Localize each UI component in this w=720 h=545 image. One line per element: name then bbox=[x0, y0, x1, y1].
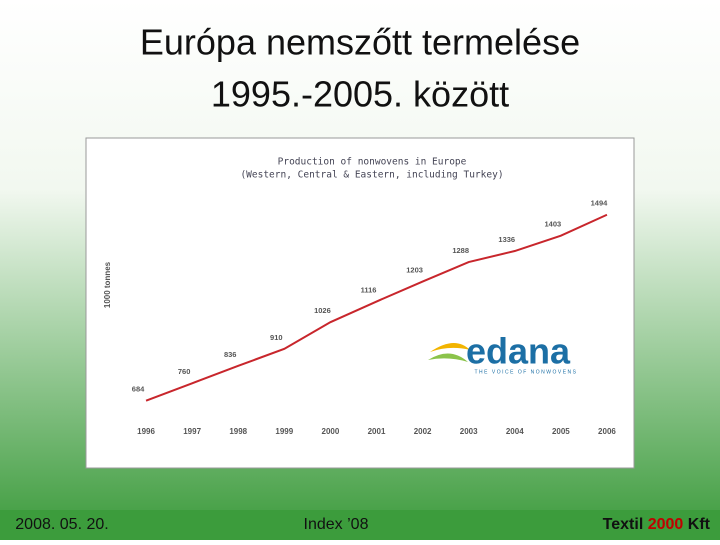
x-tick-label: 2001 bbox=[368, 427, 386, 436]
data-label: 760 bbox=[178, 367, 191, 376]
data-label: 1494 bbox=[591, 199, 609, 208]
x-tick-label: 2000 bbox=[322, 427, 340, 436]
data-label: 1203 bbox=[406, 266, 423, 275]
slide-title: Európa nemszőtt termelése bbox=[140, 22, 580, 63]
y-axis-label: 1000 tonnes bbox=[103, 261, 112, 308]
footer-date: 2008. 05. 20. bbox=[15, 516, 108, 533]
data-label: 1116 bbox=[361, 286, 377, 295]
chart-title: (Western, Central & Eastern, including T… bbox=[240, 170, 503, 181]
data-line bbox=[145, 213, 608, 402]
footer-brand: Textil 2000 Kft bbox=[603, 516, 711, 533]
brand-part: Kft bbox=[688, 516, 711, 533]
chart-frame bbox=[85, 137, 635, 469]
x-tick-label: 1996 bbox=[137, 427, 155, 436]
x-tick-label: 2003 bbox=[460, 427, 478, 436]
x-tick-label: 1997 bbox=[183, 427, 201, 436]
data-label: 1336 bbox=[498, 235, 515, 244]
data-label: 684 bbox=[132, 385, 145, 394]
x-tick-label: 2006 bbox=[598, 427, 616, 436]
x-tick-label: 2004 bbox=[506, 427, 524, 436]
brand-part: Textil bbox=[603, 516, 644, 533]
footer-bar bbox=[0, 510, 720, 540]
data-label: 1403 bbox=[545, 220, 562, 229]
x-tick-label: 2005 bbox=[552, 427, 570, 436]
x-tick-label: 2002 bbox=[414, 427, 432, 436]
data-label: 1288 bbox=[452, 246, 469, 255]
data-label: 910 bbox=[270, 333, 283, 342]
slide-title: 1995.-2005. között bbox=[211, 74, 509, 115]
logo-tagline: THE VOICE OF NONWOVENS bbox=[474, 369, 577, 375]
logo: edana THE VOICE OF NONWOVENS bbox=[428, 331, 577, 375]
x-tick-label: 1998 bbox=[229, 427, 247, 436]
brand-part: 2000 bbox=[648, 516, 684, 533]
logo-swoosh bbox=[428, 353, 468, 362]
data-label: 836 bbox=[224, 350, 237, 359]
footer-center: Index ’08 bbox=[304, 516, 369, 533]
logo-name: edana bbox=[466, 331, 571, 372]
x-tick-label: 1999 bbox=[275, 427, 293, 436]
chart-title: Production of nonwovens in Europe bbox=[278, 157, 467, 168]
data-label: 1026 bbox=[314, 306, 331, 315]
logo-swoosh bbox=[430, 342, 470, 352]
